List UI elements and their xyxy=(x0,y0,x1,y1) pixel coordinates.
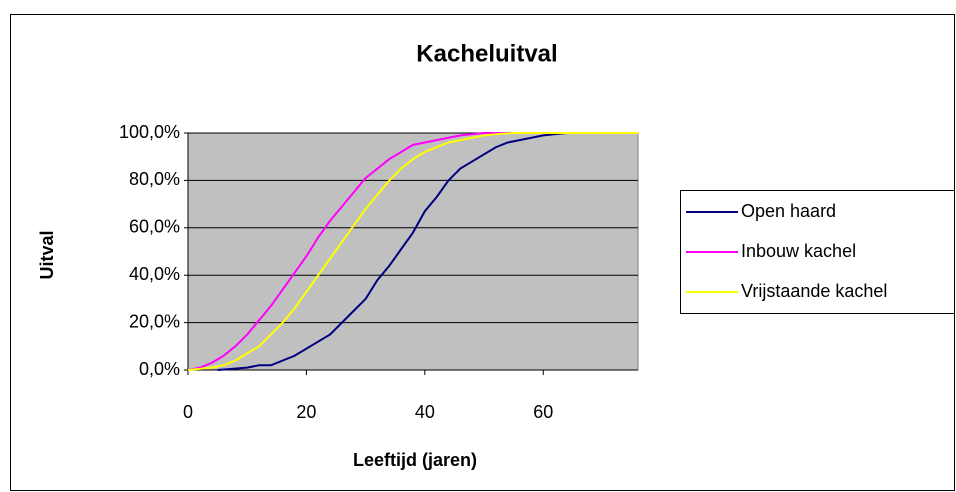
y-tick-label: 60,0% xyxy=(129,217,180,237)
legend-label: Vrijstaande kachel xyxy=(741,281,887,301)
legend-label: Inbouw kachel xyxy=(741,241,856,261)
x-axis-label: Leeftijd (jaren) xyxy=(353,450,477,470)
y-tick-label: 100,0% xyxy=(119,122,180,142)
series-line xyxy=(217,132,568,371)
series-line xyxy=(187,132,638,371)
y-tick-label: 40,0% xyxy=(129,264,180,284)
x-tick-label: 60 xyxy=(533,402,553,422)
plot-area xyxy=(187,132,639,371)
series-line xyxy=(187,132,638,371)
x-tick-label: 40 xyxy=(415,402,435,422)
y-tick-label: 0,0% xyxy=(139,359,180,379)
y-tick-label: 20,0% xyxy=(129,311,180,331)
legend-label: Open haard xyxy=(741,201,836,221)
y-axis-label: Uitval xyxy=(37,230,57,279)
x-tick-label: 20 xyxy=(296,402,316,422)
chart-title: Kacheluitval xyxy=(416,40,557,67)
y-tick-label: 80,0% xyxy=(129,169,180,189)
x-tick-label: 0 xyxy=(183,402,193,422)
